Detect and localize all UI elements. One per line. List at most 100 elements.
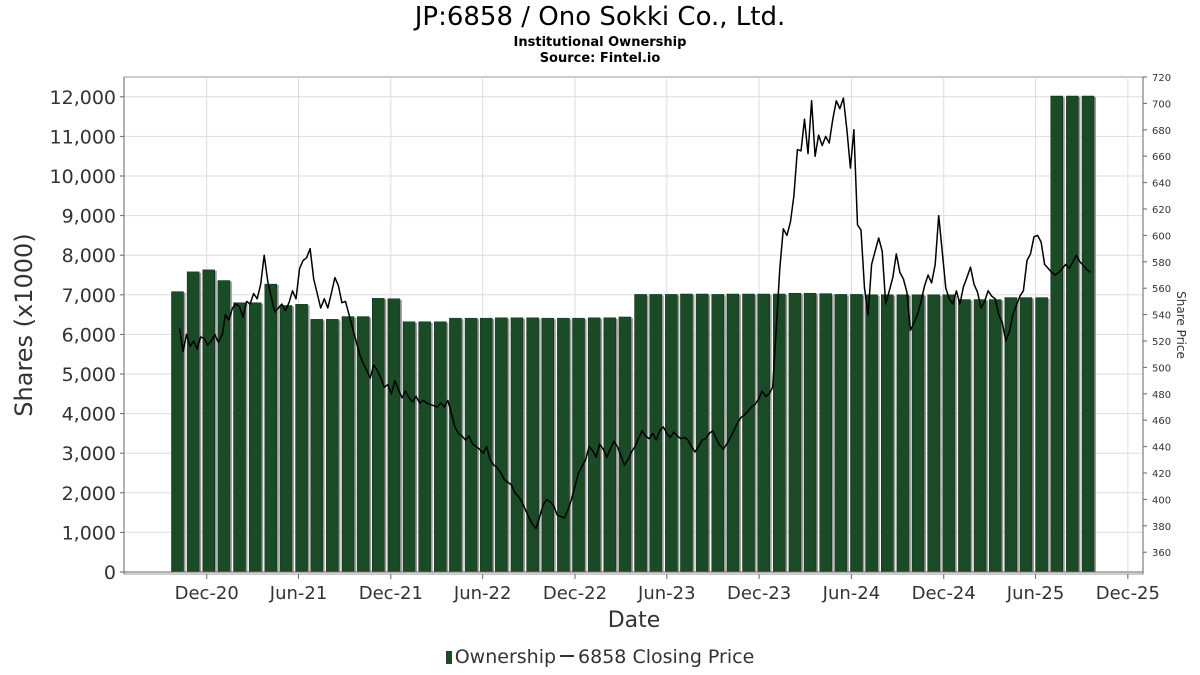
y2-tick-label: 500 — [1152, 363, 1171, 374]
x-tick-label: Dec-25 — [1096, 583, 1160, 604]
ownership-bar — [850, 294, 863, 573]
y-axis-label: Shares (x1000) — [10, 233, 38, 417]
ownership-bar — [1035, 297, 1048, 573]
y2-tick-label: 360 — [1152, 548, 1171, 559]
y-tick-label: 2,000 — [62, 483, 116, 505]
y-tick-label: 9,000 — [62, 206, 116, 228]
ownership-bar — [572, 317, 585, 573]
ownership-bar — [356, 316, 370, 573]
ownership-bar — [510, 317, 524, 573]
y2-tick-label: 460 — [1152, 416, 1171, 427]
x-tick-label: Jun-21 — [269, 583, 328, 604]
ownership-bar — [341, 316, 355, 573]
axes: 0 1,000 2,000 3,000 4,000 5,000 6,000 7,000 8,00… — [50, 73, 1172, 604]
y-tick-label: 4,000 — [62, 404, 116, 426]
ownership-bar — [880, 294, 894, 573]
ownership-bar — [541, 317, 554, 573]
ownership-bar — [757, 293, 770, 573]
y2-tick-label: 440 — [1152, 443, 1171, 454]
ownership-bar — [865, 294, 878, 573]
y2-tick-label: 520 — [1152, 337, 1171, 348]
ownership-bar — [1050, 95, 1063, 573]
x-tick-label: Jun-24 — [822, 583, 881, 604]
ownership-bar — [988, 299, 1002, 573]
ownership-bar — [958, 299, 971, 573]
ownership-bar — [927, 294, 940, 573]
ownership-bar — [295, 304, 308, 573]
ownership-bar — [680, 293, 693, 573]
ownership-bar — [788, 292, 802, 573]
ownership-bar — [1019, 297, 1033, 573]
y2-tick-label: 720 — [1152, 73, 1171, 84]
y2-tick-label: 640 — [1152, 179, 1171, 190]
ownership-bar — [449, 317, 462, 573]
x-tick-label: Dec-20 — [175, 583, 239, 604]
y-tick-label: 3,000 — [62, 443, 116, 465]
legend: Ownership 6858 Closing Price — [0, 646, 1200, 668]
ownership-bar — [326, 319, 339, 573]
ownership-bar — [418, 321, 431, 573]
ownership-bar — [279, 305, 293, 573]
ownership-bar — [387, 298, 401, 573]
x-tick-label: Dec-21 — [359, 583, 423, 604]
price-line — [178, 97, 1091, 530]
ownership-bar — [603, 317, 617, 573]
y-tick-label: 12,000 — [50, 87, 116, 109]
ownership-bar — [479, 317, 493, 573]
x-tick-label: Jun-23 — [637, 583, 696, 604]
y2-tick-label: 480 — [1152, 390, 1171, 401]
legend-price: 6858 Closing Price — [578, 646, 755, 668]
ownership-legend-swatch — [445, 651, 452, 664]
chart-subtitle: Institutional Ownership — [513, 35, 687, 50]
ownership-bar — [742, 293, 755, 573]
y-tick-label: 11,000 — [50, 126, 116, 148]
y2-tick-label: 420 — [1152, 469, 1171, 480]
ownership-bar — [495, 317, 508, 573]
y2-tick-label: 580 — [1152, 258, 1171, 269]
y2-tick-label: 380 — [1152, 522, 1171, 533]
ownership-bar — [942, 294, 956, 573]
ownership-bar — [695, 293, 709, 573]
x-tick-label: Dec-23 — [727, 583, 791, 604]
ownership-bar — [310, 319, 323, 573]
x-tick-label: Dec-24 — [912, 583, 976, 604]
ownership-bar — [973, 299, 987, 573]
ownership-bar — [171, 291, 184, 573]
y2-tick-label: 680 — [1152, 126, 1171, 137]
ownership-bar — [371, 298, 385, 573]
y-tick-label: 8,000 — [62, 245, 116, 267]
ownership-bar — [803, 292, 817, 573]
y2-tick-label: 400 — [1152, 495, 1171, 506]
y-tick-label: 0 — [104, 562, 116, 584]
y2-axis-label: Share Price — [1174, 291, 1188, 359]
price-legend-swatch — [560, 655, 575, 657]
y2-tick-label: 600 — [1152, 231, 1171, 242]
y-tick-label: 5,000 — [62, 364, 116, 386]
ownership-bar — [434, 321, 447, 573]
ownership-bar — [186, 271, 200, 573]
ownership-bar — [819, 293, 832, 573]
ownership-bar — [834, 294, 848, 573]
ownership-bar — [587, 317, 601, 573]
x-tick-label: Jun-22 — [453, 583, 512, 604]
ownership-bar — [202, 269, 215, 573]
ownership-bar — [1081, 95, 1095, 573]
ownership-bar — [248, 302, 262, 573]
x-tick-label: Dec-22 — [543, 583, 607, 604]
y2-tick-label: 700 — [1152, 99, 1171, 110]
y-tick-label: 10,000 — [50, 166, 116, 188]
chart-source: Source: Fintel.io — [539, 51, 661, 66]
ownership-bar — [557, 317, 570, 573]
x-axis-label: Date — [607, 608, 661, 633]
y2-tick-label: 540 — [1152, 311, 1171, 322]
ownership-bar — [233, 302, 246, 573]
ownership-bar — [1066, 95, 1079, 573]
ownership-bars — [171, 95, 1097, 573]
y-tick-label: 1,000 — [62, 522, 116, 544]
ownership-bar — [649, 294, 662, 573]
x-tick-label: Jun-25 — [1006, 583, 1065, 604]
ownership-bar — [526, 317, 539, 573]
y2-tick-label: 560 — [1152, 284, 1171, 295]
ownership-bar — [896, 294, 910, 573]
